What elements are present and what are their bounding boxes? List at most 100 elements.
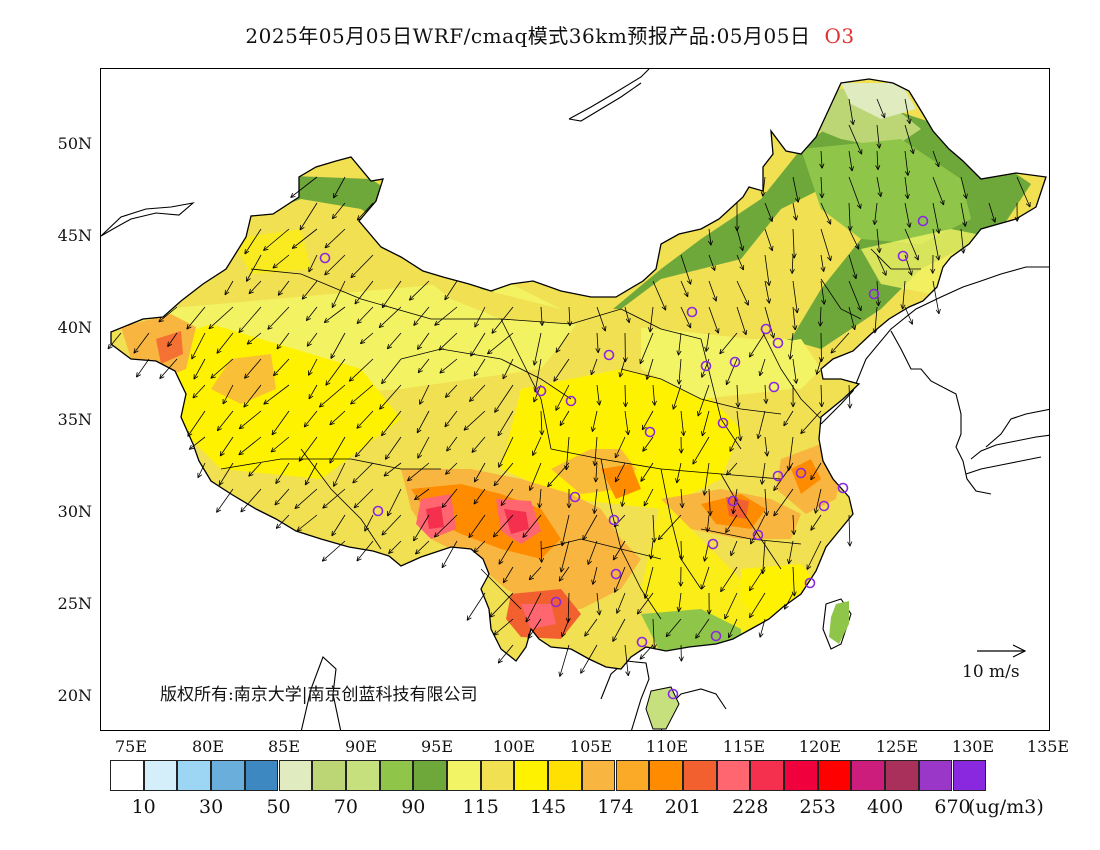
wind-vector-head	[441, 505, 447, 509]
wind-vector-head	[159, 373, 162, 379]
wind-vector	[216, 488, 234, 513]
legend-tick-label: 90	[401, 796, 426, 818]
wind-vector	[764, 306, 775, 339]
wind-vector-head	[324, 270, 327, 276]
wind-vector-head	[760, 191, 764, 197]
wind-vector-head	[827, 256, 831, 262]
wind-vector	[678, 358, 682, 385]
wind-vector-head	[756, 433, 759, 439]
wind-vector	[248, 280, 262, 295]
wind-vector	[641, 410, 654, 431]
wind-vector	[764, 280, 770, 304]
wind-vector-head	[492, 532, 496, 538]
wind-vector-head	[766, 451, 770, 457]
wind-vector-head	[649, 327, 654, 333]
wind-vector-head	[324, 273, 330, 276]
wind-vector-head	[654, 644, 657, 650]
wind-vector-head	[444, 424, 450, 428]
wind-vector-head	[769, 298, 771, 304]
wind-vector-head	[532, 360, 535, 366]
wind-vector-head	[527, 633, 530, 639]
wind-vector	[356, 410, 374, 429]
wind-vector-head	[768, 280, 772, 286]
wind-vector	[764, 436, 768, 457]
wind-vector-head	[676, 606, 679, 612]
wind-vector	[695, 618, 710, 639]
wind-vector	[820, 280, 825, 305]
wind-vector	[876, 98, 886, 119]
wind-vector	[762, 176, 766, 197]
wind-vector-head	[710, 266, 716, 271]
wind-vector-head	[725, 529, 731, 534]
wind-vector	[820, 202, 832, 225]
wind-vector-head	[330, 355, 336, 359]
wind-vector-head	[271, 429, 274, 435]
wind-vector-head	[555, 349, 561, 353]
wind-vector-head	[851, 166, 854, 172]
wind-vector-head	[324, 243, 328, 249]
legend-swatch	[514, 760, 549, 791]
wind-vector	[649, 306, 654, 333]
wind-vector-head	[712, 297, 717, 302]
wind-vector-head	[792, 402, 796, 408]
wind-vector-head	[900, 304, 903, 310]
wind-vector-head	[821, 357, 824, 362]
wind-vector-head	[642, 426, 647, 431]
wind-vector	[331, 514, 346, 537]
wind-vector-head	[378, 322, 382, 328]
wind-vector-head	[719, 348, 722, 354]
legend-swatch	[548, 760, 582, 791]
wind-vector-head	[278, 292, 283, 296]
wind-vector-head	[352, 481, 358, 484]
wind-vector	[592, 410, 598, 432]
wind-vector	[159, 358, 178, 379]
wind-vector-head	[325, 382, 331, 386]
wind-vector-head	[763, 399, 767, 404]
wind-vector-head	[621, 502, 626, 507]
wind-vector	[444, 410, 458, 428]
wind-vector	[322, 488, 346, 509]
wind-vector-head	[796, 378, 799, 384]
wind-vector-head	[555, 407, 561, 411]
wind-vector-head	[354, 299, 357, 305]
wind-vector	[792, 280, 798, 314]
city-marker-tianjin	[772, 337, 784, 349]
wind-vector-head	[529, 487, 534, 491]
wind-vector-head	[243, 402, 246, 408]
wind-vector-head	[473, 501, 479, 505]
wind-vector-head	[565, 465, 570, 471]
wind-vector	[650, 540, 654, 560]
wind-vector	[876, 124, 880, 149]
wind-vector	[764, 228, 773, 252]
wind-vector-head	[415, 549, 418, 555]
wind-vector-head	[965, 221, 968, 227]
wind-vector	[352, 462, 374, 484]
wind-vector-head	[907, 170, 910, 176]
wind-vector	[773, 488, 794, 517]
city-markers	[319, 215, 929, 700]
wind-vector	[960, 176, 967, 199]
wind-vector	[555, 384, 570, 411]
wind-vector	[473, 540, 486, 553]
wind-vector-head	[538, 557, 542, 563]
wind-vector	[276, 332, 290, 350]
wind-vector	[498, 540, 514, 565]
wind-vector	[720, 566, 738, 593]
wind-vector	[272, 254, 290, 269]
wind-vector-head	[880, 114, 885, 119]
wind-vector-head	[325, 380, 328, 386]
wind-vector-head	[382, 305, 387, 309]
wind-vector	[764, 202, 773, 222]
wind-vector-head	[595, 477, 599, 483]
wind-vector	[438, 332, 458, 351]
wind-vector-head	[615, 478, 620, 483]
lat-label-20n: 20N	[57, 686, 92, 705]
wind-vector	[290, 176, 318, 198]
wind-vector-head	[772, 245, 774, 251]
wind-vector-head	[356, 423, 359, 429]
wind-vector	[527, 618, 542, 639]
wind-vector-head	[446, 448, 452, 452]
wind-vector	[298, 436, 318, 462]
wind-vector	[764, 254, 770, 286]
wind-vector	[725, 358, 738, 385]
